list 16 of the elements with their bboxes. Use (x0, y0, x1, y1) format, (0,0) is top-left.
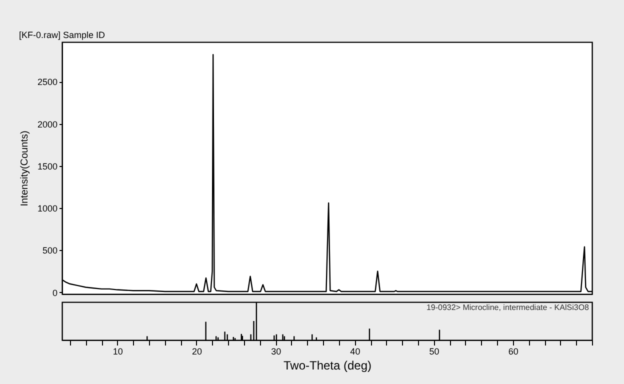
x-tick-label: 40 (350, 346, 360, 356)
chart-title: [KF-0.raw] Sample ID (18, 30, 106, 40)
y-tick-label: 2500 (37, 77, 58, 88)
x-tick-label: 60 (508, 346, 518, 356)
annotation: 19-0932> Microcline, intermediate - KAlSi3O8 (426, 303, 590, 312)
x-tick-label: 20 (192, 346, 202, 356)
x-tick-label: 50 (429, 346, 440, 356)
y-tick-label: 0 (52, 288, 58, 298)
x-axis-title: Two-Theta (deg) (283, 358, 372, 372)
y-tick-label: 1000 (37, 204, 58, 214)
x-tick-label: 10 (112, 346, 123, 356)
y-tick-label: 500 (42, 246, 58, 256)
y-axis-title: Intensity(Counts) (19, 130, 30, 206)
y-tick-label: 1500 (37, 161, 58, 172)
y-tick-label: 2000 (37, 119, 58, 130)
x-tick-label: 30 (271, 346, 282, 356)
